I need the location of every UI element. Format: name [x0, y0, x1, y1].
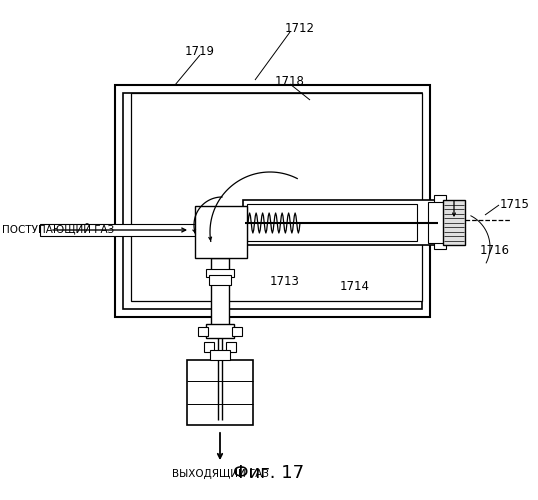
- Text: 1719: 1719: [185, 45, 215, 58]
- Text: 1718: 1718: [275, 75, 305, 88]
- Text: ПОСТУПАЮЩИЙ ГАЗ: ПОСТУПАЮЩИЙ ГАЗ: [2, 222, 114, 234]
- Text: 1714: 1714: [340, 280, 370, 293]
- Bar: [210, 350, 230, 360]
- Bar: [226, 342, 236, 352]
- Bar: [209, 275, 231, 285]
- Text: ВЫХОДЯЩИЙ ГАЗ: ВЫХОДЯЩИЙ ГАЗ: [172, 467, 268, 479]
- Text: 1713: 1713: [270, 275, 300, 288]
- Bar: [123, 93, 422, 309]
- Bar: [243, 200, 443, 245]
- Text: 1712: 1712: [285, 22, 315, 35]
- Bar: [131, 93, 422, 301]
- Text: Фиг. 17: Фиг. 17: [233, 464, 305, 482]
- Bar: [232, 327, 242, 336]
- Bar: [198, 327, 208, 336]
- Bar: [204, 342, 214, 352]
- Bar: [247, 204, 417, 241]
- Bar: [40, 224, 200, 236]
- Bar: [428, 202, 444, 243]
- Bar: [443, 200, 465, 245]
- Bar: [115, 85, 430, 317]
- Bar: [187, 360, 253, 425]
- Bar: [206, 324, 234, 338]
- Bar: [211, 258, 229, 325]
- Text: 1716: 1716: [480, 244, 510, 256]
- Bar: [195, 206, 247, 258]
- Text: 1715: 1715: [500, 198, 530, 211]
- Bar: [206, 269, 234, 277]
- Bar: [434, 195, 446, 249]
